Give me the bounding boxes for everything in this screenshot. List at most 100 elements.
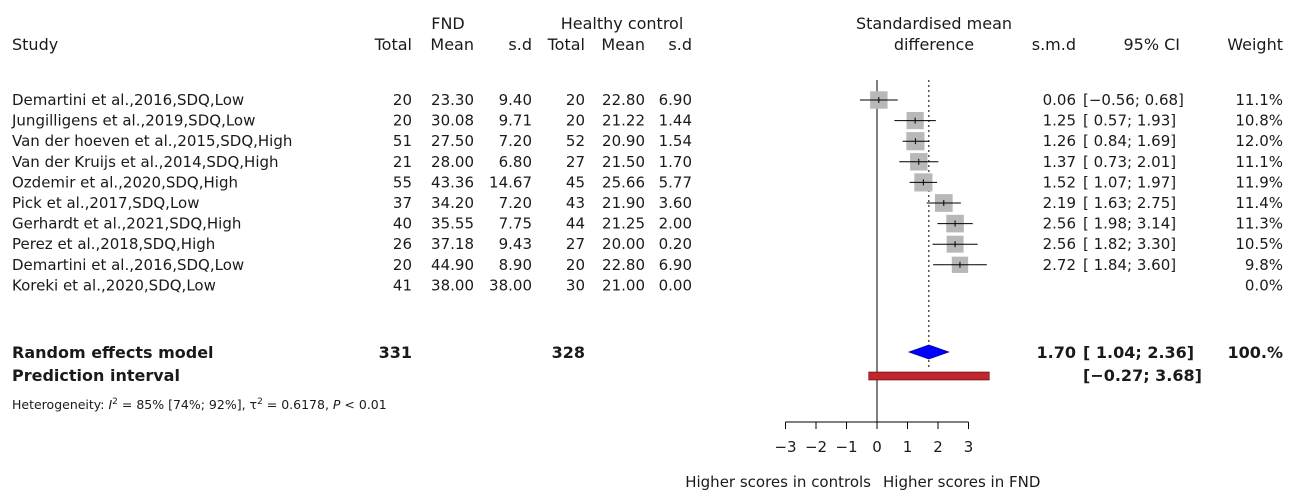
header-sd-2: s.d — [668, 35, 692, 54]
fnd-sd: 9.43 — [499, 235, 532, 253]
smd-value: 1.37 — [1043, 153, 1076, 171]
fnd-sd: 7.20 — [499, 132, 532, 150]
ci-value: [ 1.84; 3.60] — [1083, 256, 1176, 274]
fnd-mean: 30.08 — [431, 112, 474, 130]
header-smd: s.m.d — [1032, 35, 1076, 54]
fnd-mean: 44.90 — [431, 256, 474, 274]
control-total: 45 — [566, 173, 585, 191]
fnd-total: 21 — [393, 153, 412, 171]
control-total: 52 — [566, 132, 585, 150]
study-label: Van der hoeven et al.,2015,SDQ,High — [12, 132, 292, 150]
fnd-sd: 14.67 — [489, 173, 532, 191]
x-tick-label: 0 — [872, 438, 882, 456]
ci-value: [ 0.84; 1.69] — [1083, 132, 1176, 150]
random-effects-label: Random effects model — [12, 343, 214, 362]
ci-value: [−0.56; 0.68] — [1083, 91, 1184, 109]
prediction-interval-label: Prediction interval — [12, 366, 180, 385]
fnd-total: 55 — [393, 173, 412, 191]
x-tick-label: −1 — [835, 438, 857, 456]
fnd-total: 20 — [393, 112, 412, 130]
fnd-mean: 35.55 — [431, 215, 474, 233]
random-effects-ci: [ 1.04; 2.36] — [1083, 343, 1194, 362]
fnd-sd: 7.20 — [499, 194, 532, 212]
weight-value: 10.8% — [1235, 112, 1283, 130]
smd-value: 2.19 — [1043, 194, 1076, 212]
smd-value: 1.25 — [1043, 112, 1076, 130]
ci-value: [ 1.82; 3.30] — [1083, 235, 1176, 253]
study-label: Demartini et al.,2016,SDQ,Low — [12, 91, 244, 109]
weight-value: 11.3% — [1235, 215, 1283, 233]
study-label: Demartini et al.,2016,SDQ,Low — [12, 256, 244, 274]
weight-value: 11.4% — [1235, 194, 1283, 212]
plot-layer: −3 −2 −1 0 1 2 3 Higher scores in controls Highe… — [685, 80, 1040, 491]
header-total-1: Total — [374, 35, 412, 54]
control-sd: 6.90 — [659, 256, 692, 274]
header-mean-2: Mean — [601, 35, 645, 54]
header-sd-1: s.d — [508, 35, 532, 54]
fnd-mean: 43.36 — [431, 173, 474, 191]
control-mean: 20.90 — [602, 132, 645, 150]
prediction-interval-bar — [868, 371, 990, 381]
study-label: Perez et al.,2018,SDQ,High — [12, 235, 215, 253]
fnd-total: 41 — [393, 276, 412, 294]
control-mean: 22.80 — [602, 91, 645, 109]
control-mean: 20.00 — [602, 235, 645, 253]
study-rows: Demartini et al.,2016,SDQ,Low 20 23.30 9.40… — [11, 91, 1283, 412]
fnd-mean: 27.50 — [431, 132, 474, 150]
weight-value: 12.0% — [1235, 132, 1283, 150]
summary-diamond — [907, 344, 950, 360]
header-group1: FND — [431, 14, 465, 33]
fnd-mean: 38.00 — [431, 276, 474, 294]
fnd-total: 20 — [393, 256, 412, 274]
control-sd: 0.20 — [659, 235, 692, 253]
control-sd: 5.77 — [659, 173, 692, 191]
smd-value: 2.56 — [1043, 215, 1076, 233]
control-sd: 1.70 — [659, 153, 692, 171]
control-mean: 21.90 — [602, 194, 645, 212]
header-group2: Healthy control — [561, 14, 684, 33]
ci-value: [ 0.73; 2.01] — [1083, 153, 1176, 171]
weight-value: 11.9% — [1235, 173, 1283, 191]
control-total: 20 — [566, 256, 585, 274]
control-sd: 1.44 — [659, 112, 692, 130]
ci-value: [ 1.98; 3.14] — [1083, 215, 1176, 233]
control-total: 30 — [566, 276, 585, 294]
control-total: 44 — [566, 215, 585, 233]
fnd-sd: 9.40 — [499, 91, 532, 109]
header-study: Study — [12, 35, 58, 54]
x-tick-label: 3 — [964, 438, 974, 456]
control-mean: 21.25 — [602, 215, 645, 233]
header-plot-line2: difference — [894, 35, 974, 54]
study-label: Pick et al.,2017,SDQ,Low — [12, 194, 200, 212]
fnd-total: 37 — [393, 194, 412, 212]
random-effects-control-total: 328 — [552, 343, 585, 362]
fnd-sd: 8.90 — [499, 256, 532, 274]
fnd-sd: 7.75 — [499, 215, 532, 233]
heterogeneity-text: Heterogeneity: I2 = 85% [74%; 92%], τ2 =… — [12, 397, 387, 412]
random-effects-fnd-total: 331 — [379, 343, 412, 362]
study-label: Van der Kruijs et al.,2014,SDQ,High — [12, 153, 279, 171]
weight-value: 11.1% — [1235, 153, 1283, 171]
control-total: 43 — [566, 194, 585, 212]
smd-value: 1.52 — [1043, 173, 1076, 191]
control-sd: 0.00 — [659, 276, 692, 294]
fnd-mean: 23.30 — [431, 91, 474, 109]
control-total: 27 — [566, 153, 585, 171]
control-total: 20 — [566, 91, 585, 109]
fnd-total: 40 — [393, 215, 412, 233]
control-sd: 3.60 — [659, 194, 692, 212]
weight-value: 10.5% — [1235, 235, 1283, 253]
smd-value: 0.06 — [1043, 91, 1076, 109]
header-plot-line1: Standardised mean — [856, 14, 1012, 33]
weight-value: 0.0% — [1245, 276, 1283, 294]
control-mean: 21.00 — [602, 276, 645, 294]
control-mean: 21.50 — [602, 153, 645, 171]
x-tick-label: 2 — [933, 438, 943, 456]
control-total: 20 — [566, 112, 585, 130]
study-label: Ozdemir et al.,2020,SDQ,High — [12, 173, 238, 191]
weight-value: 9.8% — [1245, 256, 1283, 274]
study-label: Koreki et al.,2020,SDQ,Low — [12, 276, 216, 294]
smd-value: 2.72 — [1043, 256, 1076, 274]
weight-value: 11.1% — [1235, 91, 1283, 109]
